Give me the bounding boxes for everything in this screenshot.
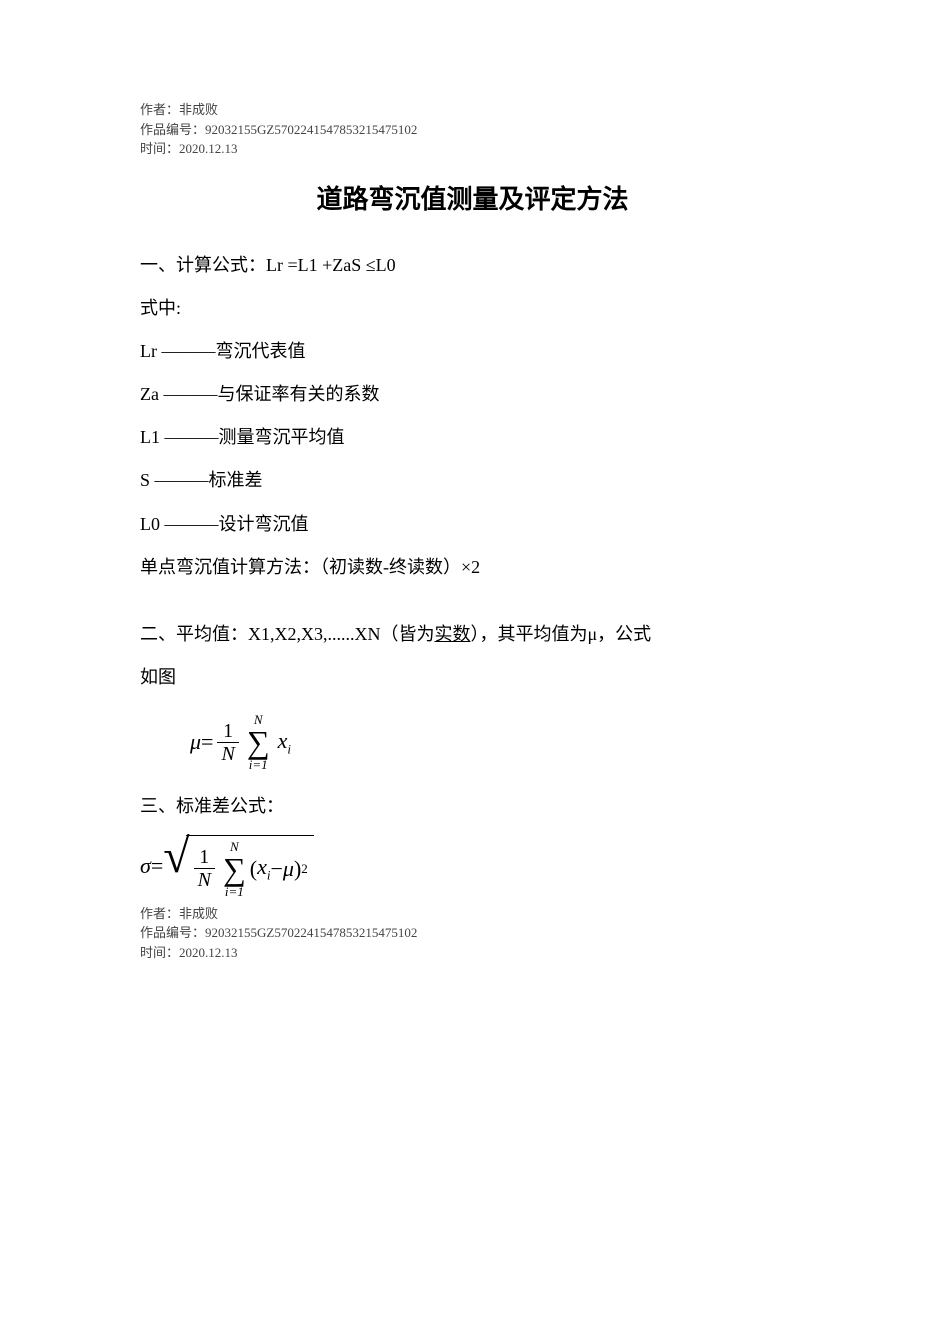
meta-top: 作者：非成败 作品编号：92032155GZ570224154785321547…: [140, 100, 805, 159]
body-line-10: 如图: [140, 656, 805, 699]
sd-sigma: σ: [140, 853, 151, 879]
meta-b-author-line: 作者：非成败: [140, 904, 805, 924]
sigma-icon: ∑: [223, 853, 246, 885]
sd-sum: N ∑ i=1: [223, 840, 246, 898]
sd-minus: −: [271, 856, 283, 882]
body-line-9-post: ），其平均值为μ，公式: [471, 624, 652, 644]
mean-xi-sub: i: [287, 741, 291, 756]
formula-mean-row: μ = 1 N N ∑ i=1 xi: [190, 713, 805, 771]
body-line-7: L0 ———设计弯沉值: [140, 503, 805, 546]
sd-frac-num: 1: [195, 846, 213, 868]
mean-frac: 1 N: [217, 720, 238, 765]
meta-bottom: 作者：非成败 作品编号：92032155GZ570224154785321547…: [140, 904, 805, 963]
sd-frac-den: N: [194, 868, 215, 891]
body-line-9: 二、平均值：X1,X2,X3,......XN（皆为实数），其平均值为μ，公式: [140, 613, 805, 656]
body-line-4: Za ———与保证率有关的系数: [140, 373, 805, 416]
page-title: 道路弯沉值测量及评定方法: [140, 179, 805, 216]
sd-xi: xi: [257, 854, 270, 883]
meta-author: 非成败: [179, 102, 218, 117]
sd-frac: 1 N: [194, 846, 215, 891]
formula-sd: σ = √ 1 N N ∑ i=1 ( xi − μ ): [140, 835, 805, 898]
body-line-6: S ———标准差: [140, 459, 805, 502]
meta-time-label: 时间：: [140, 141, 179, 156]
sd-open: (: [250, 856, 257, 882]
sd-mu: μ: [283, 856, 294, 882]
mean-sum: N ∑ i=1: [247, 713, 270, 771]
mean-frac-den: N: [217, 742, 238, 765]
meta-b-time: 2020.12.13: [179, 945, 238, 960]
meta-b-author: 非成败: [179, 906, 218, 921]
body-line-2: 式中:: [140, 287, 805, 330]
meta-b-author-label: 作者：: [140, 906, 179, 921]
mean-eq: =: [201, 729, 213, 755]
meta-time: 2020.12.13: [179, 141, 238, 156]
body-line-11: 三、标准差公式：: [140, 785, 805, 828]
body-line-1: 一、计算公式：Lr =L1 +ZaS ≤L0: [140, 244, 805, 287]
formula-mean: μ = 1 N N ∑ i=1 xi: [190, 713, 805, 771]
sigma-icon: ∑: [247, 726, 270, 758]
body-line-5: L1 ———测量弯沉平均值: [140, 416, 805, 459]
formula-sd-row: σ = √ 1 N N ∑ i=1 ( xi − μ ): [140, 835, 805, 898]
mean-xi-x: x: [278, 728, 288, 753]
body-line-3: Lr ———弯沉代表值: [140, 330, 805, 373]
sd-sq: 2: [301, 861, 308, 877]
sd-sqrt-body: 1 N N ∑ i=1 ( xi − μ ) 2: [186, 835, 314, 898]
body-line-9-underline: 实数: [435, 624, 471, 644]
meta-b-workid: 92032155GZ5702241547853215475102: [205, 925, 417, 940]
body-line-8: 单点弯沉值计算方法：（初读数-终读数）×2: [140, 546, 805, 589]
meta-author-line: 作者：非成败: [140, 100, 805, 120]
meta-workid-label: 作品编号：: [140, 122, 205, 137]
meta-time-line: 时间：2020.12.13: [140, 139, 805, 159]
mean-sum-lower: i=1: [249, 758, 268, 771]
meta-workid: 92032155GZ5702241547853215475102: [205, 122, 417, 137]
sd-sqrt: √ 1 N N ∑ i=1 ( xi − μ ) 2: [163, 835, 314, 898]
meta-b-workid-line: 作品编号：92032155GZ5702241547853215475102: [140, 923, 805, 943]
sd-xi-x: x: [257, 854, 267, 879]
meta-workid-line: 作品编号：92032155GZ5702241547853215475102: [140, 120, 805, 140]
meta-b-time-label: 时间：: [140, 945, 179, 960]
sd-sum-lower: i=1: [225, 885, 244, 898]
spacer: [140, 589, 805, 613]
mean-mu: μ: [190, 729, 201, 755]
meta-b-workid-label: 作品编号：: [140, 925, 205, 940]
meta-b-time-line: 时间：2020.12.13: [140, 943, 805, 963]
body-line-9-pre: 二、平均值：X1,X2,X3,......XN（皆为: [140, 624, 435, 644]
mean-xi: xi: [278, 728, 291, 757]
sd-close: ): [294, 856, 301, 882]
sd-eq: =: [151, 853, 163, 879]
mean-frac-num: 1: [219, 720, 237, 742]
meta-author-label: 作者：: [140, 102, 179, 117]
